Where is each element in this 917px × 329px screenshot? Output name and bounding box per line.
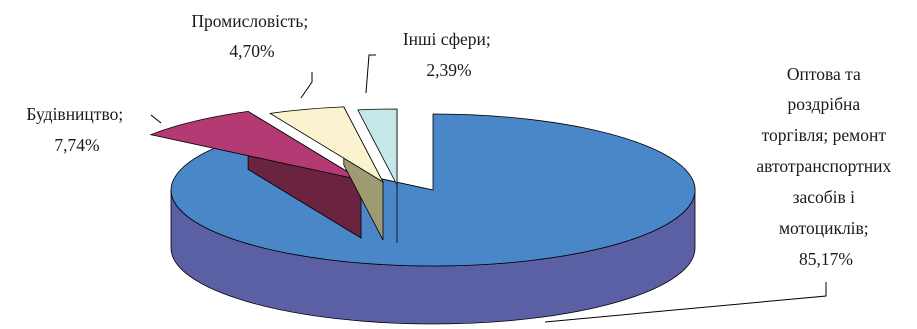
slice-other-top bbox=[357, 108, 398, 186]
slice-label-construction-value: 7,74% bbox=[54, 135, 99, 155]
leader-line-other bbox=[365, 54, 376, 94]
slice-trade-top bbox=[170, 113, 696, 267]
slice-label-trade-line: роздрібна bbox=[787, 94, 860, 114]
slice-construction-top bbox=[149, 110, 362, 181]
slice-label-trade-line: засобів і bbox=[793, 187, 856, 207]
leader-line-construction bbox=[150, 114, 162, 124]
slice-other bbox=[357, 108, 398, 243]
slice-construction bbox=[149, 110, 362, 239]
slice-label-construction-line: Будівництво; bbox=[26, 104, 123, 124]
slice-industry bbox=[268, 106, 385, 241]
slice-label-construction: Будівництво; 7,74% bbox=[26, 104, 127, 155]
slice-label-trade-line: автотранспортних bbox=[756, 156, 891, 176]
slice-label-industry-line: Промисловість; bbox=[191, 11, 308, 31]
slice-label-other: Інші сфери; 2,39% bbox=[403, 29, 495, 80]
leader-line-trade bbox=[544, 282, 827, 323]
slice-industry-top bbox=[268, 106, 385, 184]
leader-line-industry bbox=[300, 72, 313, 99]
slice-label-other-line: Інші сфери; bbox=[403, 29, 491, 49]
slice-label-industry-value: 4,70% bbox=[229, 41, 274, 61]
slice-label-trade: Оптова та роздрібна торгівля; ремонт авт… bbox=[756, 64, 895, 269]
slice-label-industry: Промисловість; 4,70% bbox=[191, 11, 312, 61]
slice-label-trade-value: 85,17% bbox=[799, 249, 853, 269]
slice-label-other-value: 2,39% bbox=[426, 60, 471, 80]
slice-label-trade-line: торгівля; ремонт bbox=[762, 125, 887, 145]
slice-label-trade-line: Оптова та bbox=[787, 64, 861, 84]
slice-label-trade-line: мотоциклів; bbox=[779, 218, 869, 238]
